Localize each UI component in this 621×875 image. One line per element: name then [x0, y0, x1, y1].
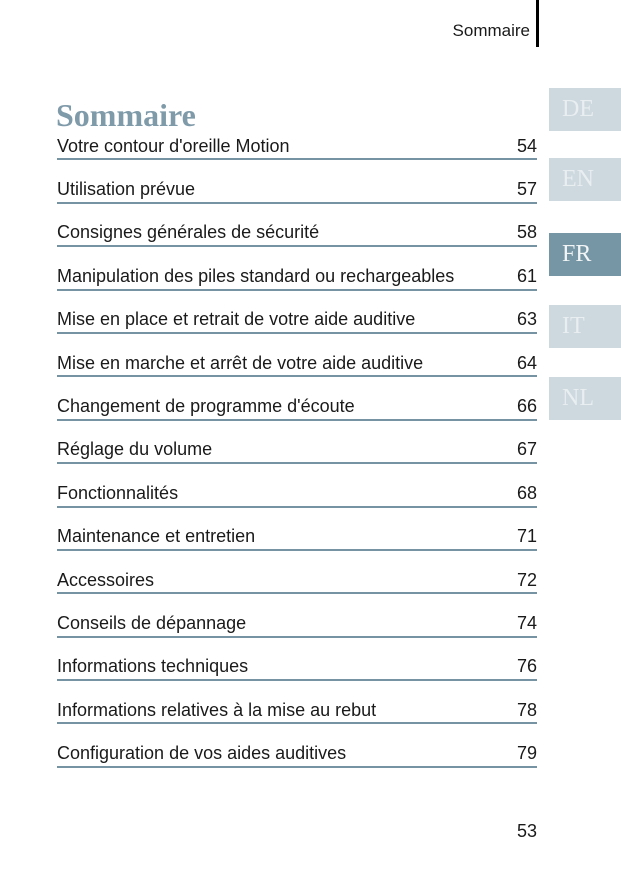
- language-tab-de[interactable]: DE: [549, 88, 621, 131]
- toc-entry-label: Configuration de vos aides auditives: [57, 743, 347, 764]
- toc-entry-page: 74: [516, 613, 537, 633]
- toc-entry-label: Conseils de dépannage: [57, 613, 247, 633]
- toc-entry[interactable]: Accessoires 72: [57, 551, 537, 595]
- toc-entry-page: 61: [516, 265, 537, 286]
- toc-entry[interactable]: Informations techniques 76: [57, 638, 537, 682]
- page-number: 53: [516, 821, 537, 841]
- toc-entry-label: Votre contour d'oreille Motion: [57, 135, 290, 156]
- toc-entry[interactable]: Votre contour d'oreille Motion 54: [57, 117, 537, 161]
- toc-entry-label: Réglage du volume: [57, 439, 213, 460]
- toc-entry-label: Manipulation des piles standard ou recha…: [57, 265, 455, 286]
- page-title: Sommaire: [56, 97, 196, 134]
- toc-entry[interactable]: Utilisation prévue 57: [57, 160, 537, 204]
- toc-entry[interactable]: Mise en place et retrait de votre aide a…: [57, 291, 537, 334]
- toc-entry[interactable]: Consignes générales de sécurité 58: [57, 204, 537, 248]
- toc-entry-page: 54: [516, 135, 537, 156]
- toc-entry-label: Informations relatives à la mise au rebu…: [57, 699, 377, 720]
- toc-entry[interactable]: Fonctionnalités 68: [57, 464, 537, 508]
- toc-entry-page: 58: [516, 222, 537, 243]
- toc-entry-label: Consignes générales de sécurité: [57, 222, 320, 243]
- language-tab-en[interactable]: EN: [549, 158, 621, 201]
- language-tab-fr[interactable]: FR: [549, 233, 621, 276]
- table-of-contents: Votre contour d'oreille Motion 54 Utilis…: [57, 117, 537, 768]
- toc-entry-page: 78: [516, 699, 537, 720]
- toc-entry-label: Changement de programme d'écoute: [57, 396, 355, 417]
- toc-entry-label: Mise en marche et arrêt de votre aide au…: [57, 352, 424, 373]
- toc-entry[interactable]: Changement de programme d'écoute 66: [57, 377, 537, 421]
- running-header-title: Sommaire: [452, 21, 530, 40]
- toc-entry-page: 76: [516, 656, 537, 677]
- toc-entry-page: 72: [516, 569, 537, 590]
- toc-entry[interactable]: Manipulation des piles standard ou recha…: [57, 247, 537, 291]
- toc-entry-label: Maintenance et entretien: [57, 526, 256, 547]
- toc-entry-label: Utilisation prévue: [57, 179, 196, 200]
- toc-entry[interactable]: Conseils de dépannage 74: [57, 594, 537, 638]
- toc-entry-page: 68: [516, 482, 537, 503]
- toc-entry[interactable]: Maintenance et entretien 71: [57, 508, 537, 551]
- toc-entry[interactable]: Configuration de vos aides auditives 79: [57, 724, 537, 768]
- toc-entry-label: Mise en place et retrait de votre aide a…: [57, 309, 416, 330]
- toc-entry-page: 66: [516, 396, 537, 417]
- toc-entry-label: Informations techniques: [57, 656, 249, 677]
- language-tab-nl[interactable]: NL: [549, 377, 621, 420]
- header-vertical-rule: [536, 0, 539, 47]
- toc-entry-page: 67: [516, 439, 537, 460]
- toc-entry-page: 57: [516, 179, 537, 200]
- toc-entry-label: Accessoires: [57, 569, 155, 590]
- toc-entry[interactable]: Informations relatives à la mise au rebu…: [57, 681, 537, 725]
- toc-entry[interactable]: Mise en marche et arrêt de votre aide au…: [57, 334, 537, 378]
- toc-entry[interactable]: Réglage du volume 67: [57, 421, 537, 465]
- toc-entry-page: 63: [516, 309, 537, 330]
- toc-entry-page: 71: [516, 526, 537, 547]
- toc-entry-page: 64: [516, 352, 537, 373]
- toc-entry-label: Fonctionnalités: [57, 482, 179, 503]
- toc-entry-page: 79: [516, 743, 537, 764]
- language-tab-it[interactable]: IT: [549, 305, 621, 348]
